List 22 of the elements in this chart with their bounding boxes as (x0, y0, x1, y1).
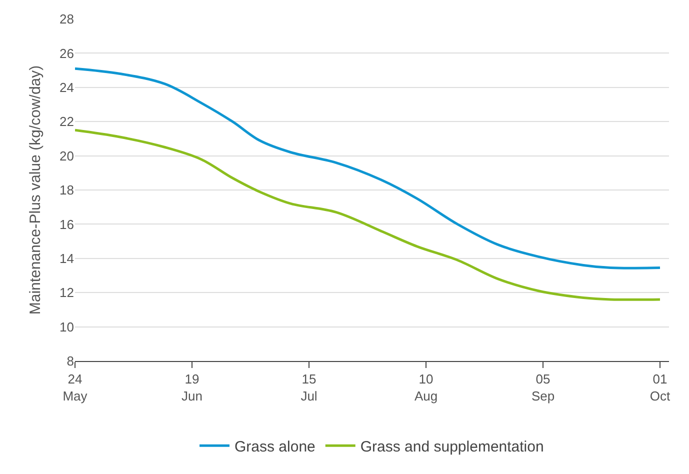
x-tick-label: 15 Jul (300, 372, 318, 404)
x-tick-label: 10 Aug (414, 372, 438, 404)
y-tick-label: 24 (60, 80, 74, 95)
y-tick-label: 26 (60, 46, 74, 61)
y-tick-label: 10 (60, 319, 74, 334)
y-tick-label: 28 (60, 12, 74, 27)
x-tick-label: 19 Jun (182, 372, 202, 404)
y-tick-label: 16 (60, 216, 74, 232)
legend-label: Grass alone (234, 438, 316, 456)
x-tick-label: 24 May (62, 372, 88, 404)
x-tick-label: 01 Oct (650, 372, 670, 404)
x-tick-label: 05 Sep (531, 372, 555, 404)
legend-label: Grass and supplementation (360, 438, 544, 456)
y-axis-title: Maintenance-Plus value (kg/cow/day) (26, 65, 44, 315)
y-tick-label: 20 (60, 148, 74, 164)
line-series (75, 128, 662, 301)
y-tick-label: 22 (60, 114, 74, 130)
y-tick-label: 12 (60, 285, 74, 300)
line-series (75, 67, 662, 270)
y-tick-label: 18 (60, 182, 74, 198)
y-tick-label: 14 (60, 250, 74, 266)
y-tick-label: 8 (66, 354, 74, 369)
